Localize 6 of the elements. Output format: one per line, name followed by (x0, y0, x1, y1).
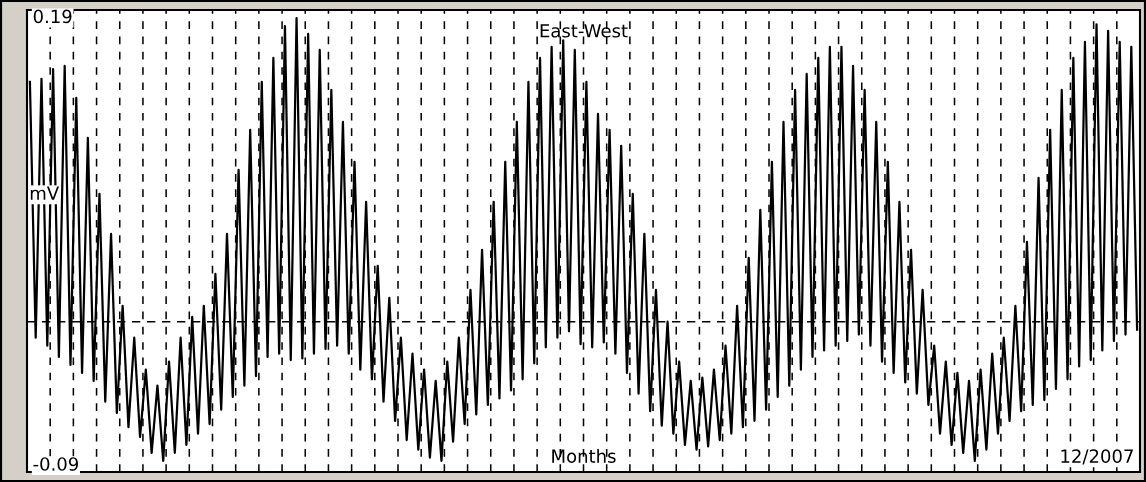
x-axis-title: Months (552, 448, 616, 463)
y-tick-label: 0.19 (33, 9, 72, 24)
annotation: 12/2007 (1061, 449, 1133, 465)
text: East-West (540, 24, 628, 38)
y-axis-title: mV (30, 186, 60, 200)
y-tick-label: -0.09 (33, 457, 78, 471)
